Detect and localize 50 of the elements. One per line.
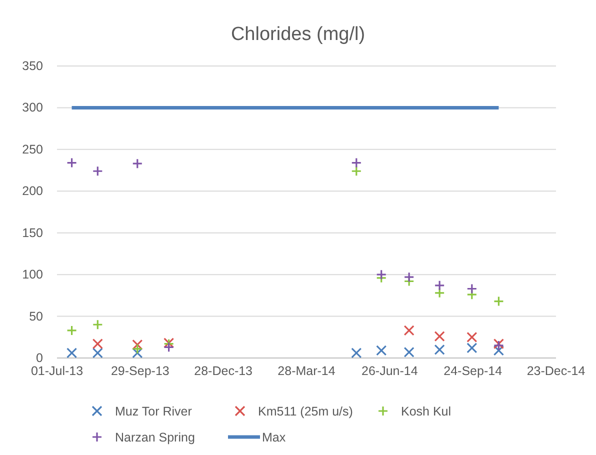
point [434,344,445,355]
point [466,332,478,342]
point [132,344,143,354]
point [66,348,78,358]
point [404,325,414,336]
y-tick-label: 0 [36,351,44,365]
point [132,339,143,350]
x-tick-label: 24-Sep-14 [444,364,502,378]
point [376,269,387,280]
point [132,158,143,169]
y-tick-label: 300 [22,100,44,115]
point [92,338,103,350]
point [351,157,362,168]
y-tick-label: 50 [29,309,44,324]
x-tick-label: 26-Jun-14 [362,364,418,378]
point [404,272,414,282]
x-tick-label: 28-Mar-14 [278,364,336,378]
legend-label: Narzan Spring [115,430,195,444]
chart-title: Chlorides (mg/l) [230,24,366,45]
y-tick-label: 350 [22,59,44,73]
point [434,331,445,342]
x-tick-label: 01-Jul-13 [30,364,84,378]
x-tick-label: 29-Sep-13 [110,364,170,378]
y-tick-label: 100 [22,268,44,282]
point [132,348,143,358]
point [351,348,362,358]
point [164,342,174,352]
point [434,280,445,291]
point [466,342,478,354]
y-tick-label: 200 [22,184,44,198]
point [92,166,103,176]
x-tick-label: 28-Dec-13 [194,364,253,378]
legend-label: Km511 (25m u/s) [258,404,353,418]
point [404,346,414,358]
point [466,283,478,294]
x-tick-label: 23-Dec-14 [526,364,586,378]
y-tick-label: 250 [22,142,44,156]
y-tick-label: 150 [22,226,44,240]
point [92,319,103,330]
legend-label: Kosh Kul [401,404,452,418]
point [376,345,387,356]
legend-label: Max [262,430,286,444]
point [493,296,504,307]
point [493,345,504,356]
point [434,288,445,298]
legend-label: Muz Tor River [115,404,192,418]
point [66,157,78,168]
point [66,325,78,336]
point [92,348,103,358]
point [351,166,362,176]
